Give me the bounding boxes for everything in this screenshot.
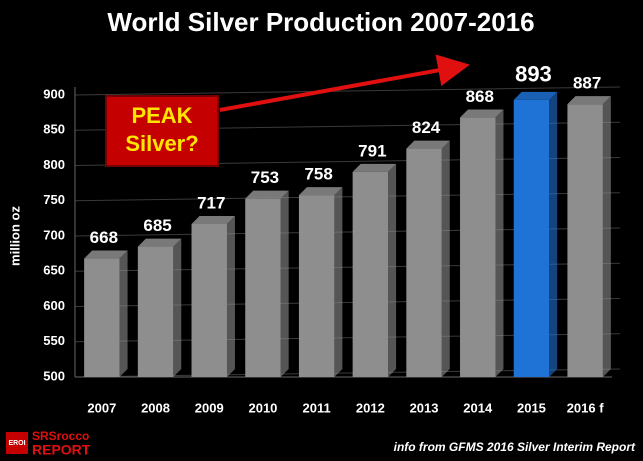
chart-title: World Silver Production 2007-2016 xyxy=(107,7,534,37)
y-axis-label: million oz xyxy=(7,206,22,266)
logo-text: SRSrocco xyxy=(32,429,89,443)
value-label: 717 xyxy=(197,193,225,212)
source: info from GFMS 2016 Silver Interim Repor… xyxy=(394,440,636,454)
bar-top xyxy=(513,91,558,100)
grid-line xyxy=(74,86,621,96)
arrow xyxy=(219,54,470,112)
x-tick-label: 2011 xyxy=(303,400,331,415)
bar xyxy=(84,258,120,377)
bar-top xyxy=(298,187,343,196)
x-tick-label: 2009 xyxy=(195,400,224,415)
bar-side xyxy=(173,238,182,377)
y-tick-label: 700 xyxy=(43,227,65,242)
bar-side xyxy=(549,91,558,377)
bar xyxy=(298,195,335,377)
bar-top xyxy=(406,140,450,149)
bar-side xyxy=(334,187,343,377)
value-label: 824 xyxy=(412,118,441,137)
bar-side xyxy=(280,190,289,377)
bar-side xyxy=(495,109,504,377)
value-label: 868 xyxy=(466,87,494,106)
y-tick-label: 500 xyxy=(43,368,65,383)
y-tick-label: 900 xyxy=(43,86,65,101)
value-label: 685 xyxy=(143,216,171,235)
plot-area: 500 550 600 650 700 750 800 850 900 2007 668 2008 68… xyxy=(43,62,621,415)
y-tick-label: 850 xyxy=(43,122,65,137)
bar-side xyxy=(441,140,450,377)
y-tick-label: 800 xyxy=(43,157,65,172)
annotation: Silver? xyxy=(125,131,198,156)
value-label: 893 xyxy=(515,62,552,87)
bar-top xyxy=(137,238,182,247)
y-tick-label: 550 xyxy=(43,333,65,348)
y-tick-label: 650 xyxy=(43,263,65,278)
value-label: 791 xyxy=(358,141,386,160)
bar xyxy=(567,104,603,377)
annotation-box xyxy=(105,95,219,167)
bar-top xyxy=(84,250,128,259)
bar xyxy=(460,117,496,377)
x-tick-label: 2015 xyxy=(517,400,546,415)
bar-side xyxy=(226,216,235,377)
bar xyxy=(191,224,227,377)
value-label: 668 xyxy=(90,228,118,247)
bar-top xyxy=(352,163,397,172)
value-label: 753 xyxy=(251,168,279,187)
bar-top xyxy=(567,96,611,105)
logo-text: EROI xyxy=(8,440,25,447)
x-tick-label: 2013 xyxy=(410,400,439,415)
bar xyxy=(352,171,389,377)
x-tick-label: 2007 xyxy=(87,400,116,415)
logo-text: REPORT xyxy=(32,442,91,458)
x-tick-label: 2008 xyxy=(141,400,170,415)
bar xyxy=(513,99,550,377)
value-label: 758 xyxy=(304,165,332,184)
bar xyxy=(137,246,174,377)
y-tick-label: 600 xyxy=(43,298,65,313)
bar-top xyxy=(191,216,235,225)
bar-top xyxy=(245,190,289,199)
x-tick-label: 2012 xyxy=(356,400,385,415)
bar xyxy=(406,148,442,377)
bar xyxy=(245,198,281,377)
bar-side xyxy=(119,250,128,377)
bar-side xyxy=(602,96,611,377)
x-tick-label: 2016 f xyxy=(567,400,605,415)
x-tick-label: 2010 xyxy=(248,400,277,415)
annotation: PEAK xyxy=(131,103,192,128)
bar-top xyxy=(460,109,504,118)
x-tick-label: 2014 xyxy=(463,400,493,415)
value-label: 887 xyxy=(573,74,601,93)
logo-icon xyxy=(6,432,28,454)
bar-side xyxy=(388,163,397,377)
y-tick-label: 750 xyxy=(43,192,65,207)
